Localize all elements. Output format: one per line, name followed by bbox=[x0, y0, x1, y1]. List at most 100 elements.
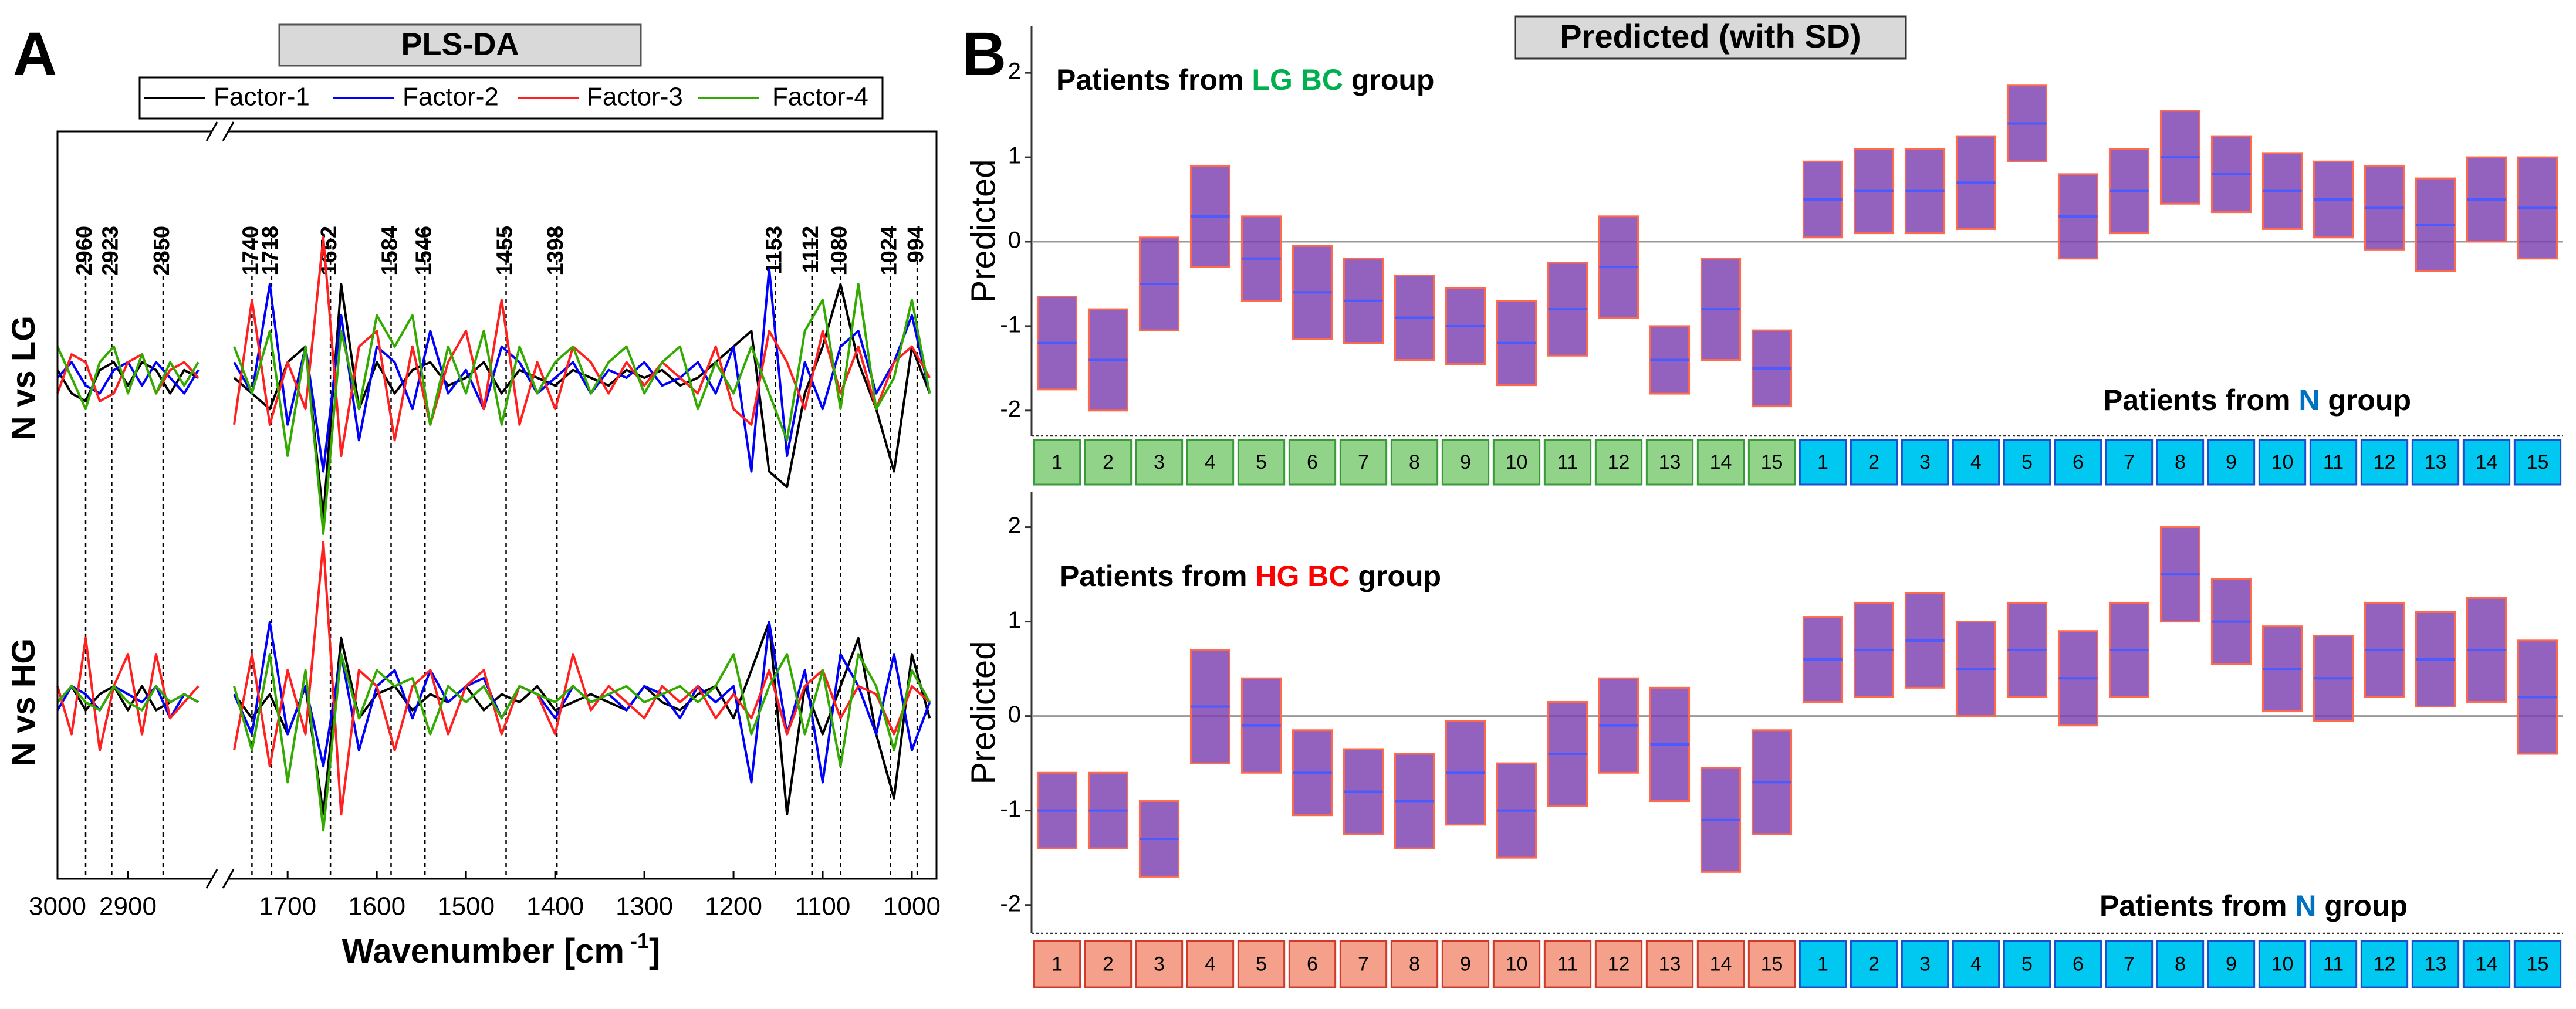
category-box bbox=[2258, 940, 2307, 988]
category-label: 12 bbox=[2374, 451, 2396, 473]
peak-label: 1584 bbox=[378, 226, 403, 276]
x-axis-label-part: -1 bbox=[630, 929, 649, 953]
category-box bbox=[1237, 439, 1286, 486]
peak-label: 1398 bbox=[543, 226, 568, 276]
category-label: 15 bbox=[2527, 451, 2549, 473]
category-box bbox=[2411, 439, 2460, 486]
category-box bbox=[1594, 439, 1643, 486]
category-box bbox=[2105, 940, 2154, 988]
y-axis-label: N vs LG bbox=[5, 316, 42, 440]
category-label: 6 bbox=[1307, 953, 1318, 975]
y-tick-label: 2 bbox=[1008, 513, 1021, 539]
peak-label: 2923 bbox=[98, 226, 123, 276]
category-label: 14 bbox=[2476, 953, 2498, 975]
category-label: 6 bbox=[2073, 451, 2084, 473]
annotation-part: LG BC bbox=[1252, 63, 1343, 96]
category-box bbox=[1339, 439, 1388, 486]
category-label: 2 bbox=[1868, 451, 1879, 473]
annotation-part: Patients from bbox=[2103, 384, 2298, 417]
category-box bbox=[2360, 940, 2409, 988]
title-box bbox=[278, 23, 642, 67]
category-label: 11 bbox=[2323, 953, 2344, 975]
axis-break-gap bbox=[212, 875, 228, 882]
category-box bbox=[2156, 439, 2205, 486]
category-box bbox=[1033, 940, 1081, 988]
category-label: 1 bbox=[1817, 451, 1828, 473]
category-label: 13 bbox=[2425, 953, 2447, 975]
peak-label: 2850 bbox=[150, 226, 174, 276]
category-box bbox=[1901, 439, 1949, 486]
annotation-part: group bbox=[1350, 560, 1442, 592]
category-label: 4 bbox=[1205, 953, 1216, 975]
category-label: 15 bbox=[1761, 953, 1783, 975]
category-box bbox=[2513, 439, 2562, 486]
category-label: 1 bbox=[1052, 451, 1063, 473]
annotation-part: group bbox=[2317, 889, 2408, 922]
category-box bbox=[1135, 940, 1184, 988]
spectrum-line bbox=[56, 653, 931, 832]
peak-label: 1740 bbox=[238, 226, 263, 276]
category-label: 7 bbox=[1358, 953, 1369, 975]
category-box bbox=[2207, 940, 2256, 988]
annotation-part: N bbox=[2295, 889, 2316, 922]
category-label: 8 bbox=[1409, 451, 1420, 473]
group-annotation: Patients from LG BC group bbox=[1056, 63, 1434, 96]
category-box bbox=[1952, 439, 2000, 486]
plot-frame bbox=[56, 130, 938, 880]
peak-label: 1455 bbox=[493, 226, 518, 276]
y-tick-label: 1 bbox=[1008, 607, 1021, 633]
category-box bbox=[1747, 439, 1796, 486]
category-label: 10 bbox=[2271, 451, 2294, 473]
x-tick-label: 2900 bbox=[99, 892, 157, 921]
peak-label: 1112 bbox=[799, 226, 823, 273]
category-box bbox=[2411, 940, 2460, 988]
category-label: 13 bbox=[1659, 451, 1681, 473]
category-box bbox=[1952, 940, 2000, 988]
peak-label: 1546 bbox=[411, 226, 436, 276]
category-box bbox=[1390, 439, 1439, 486]
x-axis-label-part: ] bbox=[649, 932, 660, 970]
peak-label: 1718 bbox=[258, 226, 283, 276]
category-label: 13 bbox=[2425, 451, 2447, 473]
category-label: 1 bbox=[1817, 953, 1828, 975]
category-box bbox=[2258, 439, 2307, 486]
category-label: 9 bbox=[2226, 451, 2237, 473]
category-box bbox=[1033, 439, 1081, 486]
category-label: 5 bbox=[2021, 451, 2033, 473]
x-tick-label: 1600 bbox=[348, 892, 405, 921]
category-label: 3 bbox=[1919, 451, 1931, 473]
title-box bbox=[1514, 15, 1907, 60]
annotation-part: Patients from bbox=[1060, 560, 1255, 592]
category-label: 10 bbox=[1506, 953, 1528, 975]
category-box bbox=[2003, 940, 2051, 988]
x-axis-label: Wavenumber [cm -1] bbox=[342, 929, 661, 971]
legend-label: Factor-3 bbox=[587, 83, 683, 111]
category-box bbox=[1747, 940, 1796, 988]
category-label: 3 bbox=[1919, 953, 1931, 975]
category-label: 6 bbox=[2073, 953, 2084, 975]
category-box bbox=[1339, 940, 1388, 988]
category-box bbox=[2462, 940, 2511, 988]
category-box bbox=[1696, 940, 1745, 988]
y-tick-label: -2 bbox=[1000, 396, 1021, 422]
category-box bbox=[2054, 439, 2102, 486]
peak-label: 1080 bbox=[827, 226, 851, 276]
category-label: 15 bbox=[2527, 953, 2549, 975]
category-label: 3 bbox=[1154, 953, 1165, 975]
category-box bbox=[2207, 439, 2256, 486]
annotation-part: Patients from bbox=[1056, 63, 1252, 96]
legend-label: Factor-2 bbox=[403, 83, 499, 111]
y-tick-label: 1 bbox=[1008, 143, 1021, 169]
category-label: 12 bbox=[2374, 953, 2396, 975]
category-box bbox=[2003, 439, 2051, 486]
group-annotation: Patients from N group bbox=[2100, 889, 2408, 922]
spectrum-line bbox=[56, 621, 931, 816]
category-label: 9 bbox=[1460, 953, 1471, 975]
peak-label: 1024 bbox=[877, 226, 902, 276]
peak-label: 2960 bbox=[72, 226, 97, 276]
panel-label: A bbox=[13, 20, 57, 88]
category-label: 1 bbox=[1052, 953, 1063, 975]
category-box bbox=[1594, 940, 1643, 988]
x-tick-label: 1700 bbox=[259, 892, 316, 921]
category-label: 8 bbox=[1409, 953, 1420, 975]
